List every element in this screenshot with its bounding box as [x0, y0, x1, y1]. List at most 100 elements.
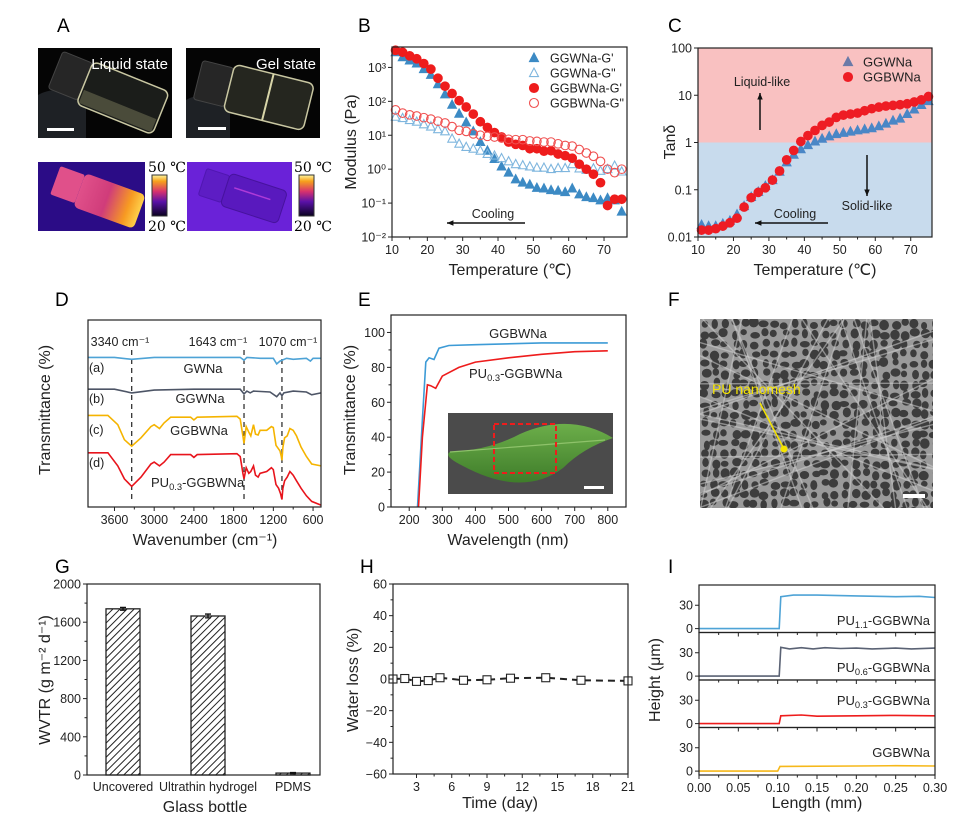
data-point-GGWNa-G-14 — [489, 149, 500, 160]
colorbar — [298, 174, 315, 217]
data-point-GGWNa-G-6 — [432, 78, 444, 89]
series-label: GGWNa — [175, 391, 225, 406]
data-point-GGWNa-G-32 — [616, 165, 627, 176]
x-tick-label: 70 — [904, 243, 918, 257]
x-tick-label: 60 — [868, 243, 882, 257]
data-point-5 — [458, 675, 469, 685]
gel-state-label: Gel state — [256, 56, 316, 73]
y-tick-label: 10⁻² — [361, 231, 386, 245]
y-axis-title: Height (μm) — [647, 638, 664, 722]
x-tick-label: 1800 — [220, 513, 248, 527]
data-point-GGBWNa-G-19 — [524, 136, 535, 146]
data-point-GGWNa-G-22 — [545, 163, 557, 174]
data-point-GGWNa-G-22 — [545, 184, 557, 195]
data-point-GGWNa-G-18 — [517, 176, 528, 187]
data-point-GGWNa-G-7 — [439, 125, 451, 136]
cooling-arrow-head — [447, 220, 454, 226]
data-point-GGBWNa-7 — [746, 192, 757, 203]
x-tick-label: 800 — [597, 513, 618, 527]
error-bar-0 — [120, 606, 126, 611]
colorbar — [151, 174, 168, 217]
series-tag: (c) — [89, 423, 104, 437]
y-axis-title: WVTR (g m⁻² d⁻¹) — [37, 615, 54, 745]
x-tick-label: 18 — [586, 780, 600, 794]
colorbar-min-label: 20 ℃ — [148, 219, 186, 235]
ftir-curve-b — [88, 388, 322, 398]
modulus-axes-frame — [391, 46, 628, 238]
data-point-GGWNa-G-4 — [418, 118, 430, 129]
series-label: PU1.1-GGBWNa — [837, 613, 931, 630]
data-point-GGWNa-21 — [845, 125, 856, 136]
panel-label-i: I — [668, 557, 673, 578]
series-label: GGBWNa — [170, 423, 229, 438]
x-tick-label: 10 — [385, 243, 399, 257]
y-tick-label: 10² — [368, 95, 386, 109]
data-point-GGBWNa-G-21 — [539, 137, 549, 147]
x-axis-title: Wavelength (nm) — [447, 532, 568, 549]
data-point-GGBWNa-G-28 — [588, 151, 599, 162]
y-tick-label: 0 — [686, 765, 693, 779]
y-tick-label: 100 — [364, 326, 385, 340]
data-point-GGBWNa-G-12 — [475, 116, 486, 127]
legend-label: GGWNa — [863, 55, 913, 70]
x-tick-label: 60 — [562, 243, 576, 257]
ftir-curve-d — [88, 452, 322, 506]
cooling-label: Cooling — [472, 207, 514, 221]
annotation-pointer — [759, 402, 785, 450]
y-tick-label: 30 — [679, 741, 693, 755]
x-tick-label: 400 — [465, 513, 486, 527]
data-point-GGWNa-G-29 — [595, 164, 606, 175]
data-point-4 — [435, 673, 445, 683]
category-label: PDMS — [275, 780, 311, 794]
legend-label: GGBWNa-G' — [550, 82, 622, 96]
data-point-GGBWNa-11 — [774, 166, 785, 176]
height-profile-1 — [699, 646, 936, 677]
data-point-GGBWNa-G-12 — [475, 130, 486, 141]
data-point-GGWNa-G-20 — [531, 161, 543, 172]
y-tick-label: 0 — [378, 501, 385, 515]
data-point-GGBWNa-G-29 — [595, 156, 606, 167]
y-tick-label: 10⁰ — [367, 163, 386, 177]
x-tick-label: 30 — [762, 243, 776, 257]
panel-label-h: H — [360, 557, 374, 578]
legend-label: GGWNa-G" — [550, 67, 616, 81]
panel-label-c: C — [668, 16, 682, 37]
data-point-GGWNa-G-11 — [468, 125, 479, 136]
series-label: PU0.3-GGBWNa — [837, 693, 931, 710]
pu-nanomesh-label: PU nanomesh — [712, 381, 801, 397]
data-point-GGWNa-G-11 — [468, 142, 479, 153]
height-profile-2 — [699, 714, 936, 725]
data-point-GGBWNa-G-16 — [503, 134, 514, 145]
data-point-GGWNa-G-16 — [503, 166, 514, 177]
x-axis-title: Glass bottle — [163, 799, 248, 816]
scale-bar — [584, 486, 604, 489]
data-point-GGBWNa-G-20 — [532, 136, 542, 147]
data-point-GGBWNa-18 — [824, 117, 835, 127]
data-point-GGWNa-G-25 — [567, 182, 578, 193]
data-point-GGWNa-G-7 — [439, 88, 451, 99]
data-point-GGWNa-19 — [831, 128, 842, 139]
data-point-GGWNa-G-17 — [510, 158, 521, 169]
panel-label-b: B — [358, 16, 371, 37]
data-point-GGBWNa-G-27 — [581, 164, 592, 175]
reference-line-label: 1070 cm⁻¹ — [259, 335, 318, 349]
y-tick-label: 10³ — [368, 61, 386, 75]
category-label: Ultrathin hydrogel — [159, 780, 257, 794]
x-tick-label: 0.05 — [726, 781, 750, 795]
data-point-GGBWNa-G-26 — [574, 159, 585, 170]
colorbar-min-label: 20 ℃ — [294, 219, 332, 235]
x-tick-label: 3 — [413, 780, 420, 794]
data-point-GGBWNa-G-11 — [468, 128, 479, 139]
legend-marker — [842, 55, 854, 67]
data-point-GGBWNa-14 — [795, 136, 806, 147]
liquid-like-label: Liquid-like — [734, 75, 790, 89]
x-tick-label: 9 — [484, 780, 491, 794]
data-point-6 — [482, 675, 492, 685]
solid-like-arrow-head — [864, 189, 870, 196]
x-tick-label: 50 — [526, 243, 540, 257]
x-tick-label: 0.25 — [883, 781, 907, 795]
height-profile-3 — [699, 764, 936, 772]
data-point-GGWNa-G-13 — [482, 148, 493, 158]
reference-line-label: 3340 cm⁻¹ — [91, 335, 150, 349]
